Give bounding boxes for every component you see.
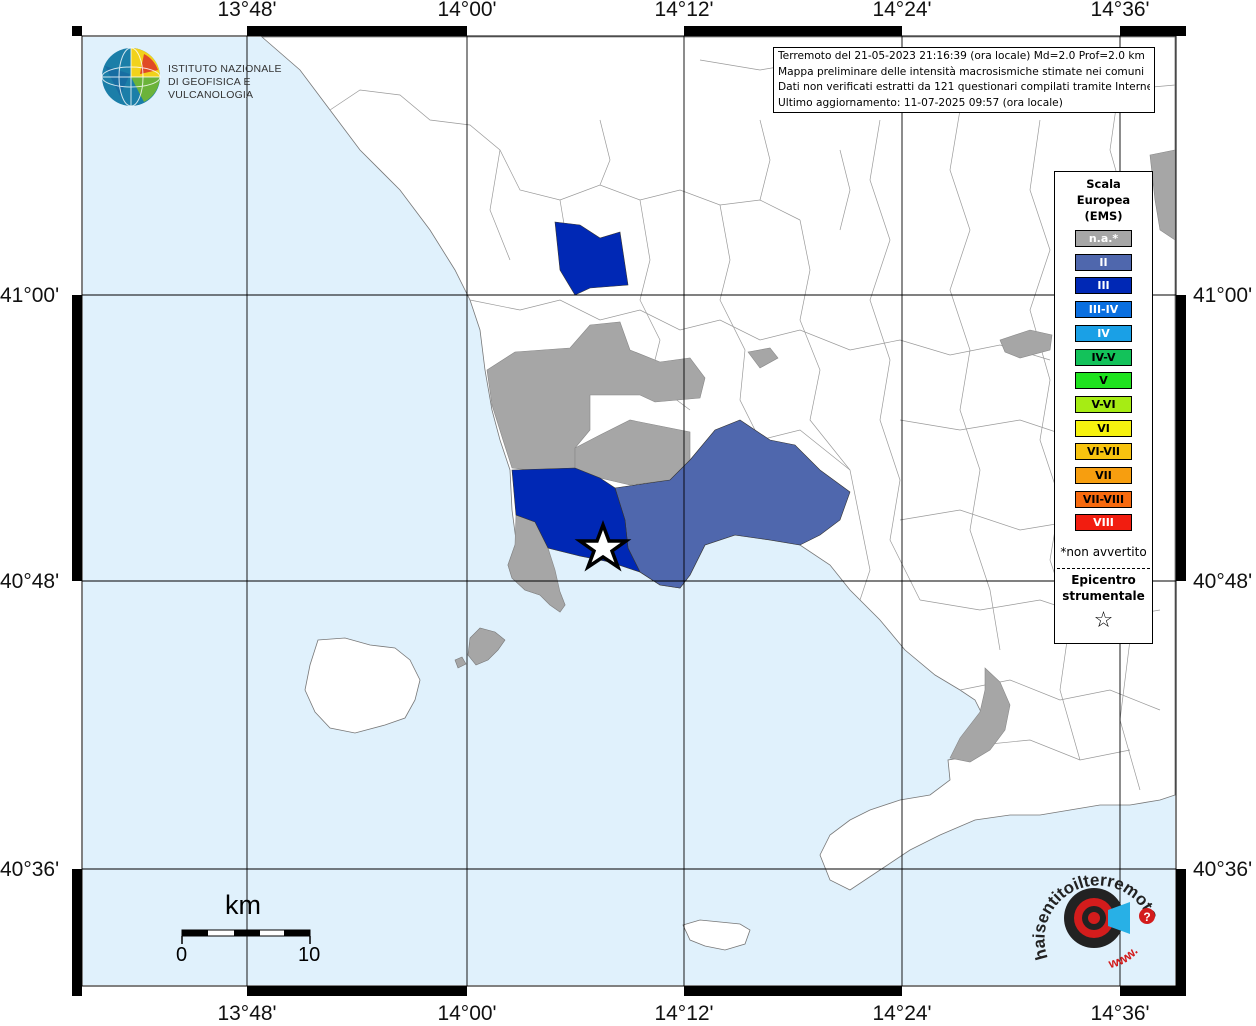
ingv-name: ISTITUTO NAZIONALE DI GEOFISICA E VULCAN… xyxy=(168,63,330,102)
legend-title-3: (EMS) xyxy=(1084,209,1123,223)
island-vivara xyxy=(454,656,467,669)
legend-swatch-v: V xyxy=(1075,372,1132,390)
scale-bar-graphic xyxy=(181,929,311,944)
epicenter-star xyxy=(574,520,632,572)
legend-swatch-ii: II xyxy=(1075,253,1132,271)
earthquake-info-box: Terremoto del 21-05-2023 21:16:39 (ora l… xyxy=(773,47,1155,113)
legend-swatch-n-a: n.a.* xyxy=(1075,230,1132,247)
hsit-question-mark: ? xyxy=(1143,910,1150,924)
island-procida xyxy=(467,627,506,666)
legend-swatch-iii: III xyxy=(1075,277,1132,295)
ingv-name-line2: DI GEOFISICA E VULCANOLOGIA xyxy=(168,76,254,101)
area-na-4 xyxy=(747,347,779,369)
legend-epicentro-2: strumentale xyxy=(1062,589,1145,603)
lat-label-left-3: 40°36' xyxy=(0,858,60,881)
scale-label-start: 0 xyxy=(176,944,188,966)
hsit-text-www: www. xyxy=(1106,944,1141,972)
lon-label-top-2: 14°00' xyxy=(437,0,497,21)
island-ischia xyxy=(304,637,421,734)
scale-label-end: 10 xyxy=(298,944,321,966)
lon-label-bottom-4: 14°24' xyxy=(872,1002,932,1025)
info-line-4: Ultimo aggiornamento: 11-07-2025 09:57 (… xyxy=(778,96,1063,109)
legend-swatch-vi: VI xyxy=(1075,419,1132,437)
island-capri xyxy=(682,919,751,951)
info-line-2: Mappa preliminare delle intensità macros… xyxy=(778,65,1145,78)
lon-label-bottom-1: 13°48' xyxy=(217,1002,277,1025)
legend-title-2: Europea xyxy=(1076,193,1131,207)
area-intensity-II xyxy=(614,419,851,589)
lon-label-top-1: 13°48' xyxy=(217,0,277,21)
ingv-name-line1: ISTITUTO NAZIONALE xyxy=(168,63,282,75)
area-na-7 xyxy=(949,667,1011,763)
legend-separator xyxy=(1057,568,1150,569)
scale-bar: km 0 10 xyxy=(176,888,336,968)
lon-label-top-4: 14°24' xyxy=(872,0,932,21)
legend-swatch-iv-v: IV-V xyxy=(1075,348,1132,366)
lat-label-right-3: 40°36' xyxy=(1193,858,1253,881)
legend-note: *non avvertito xyxy=(1060,545,1147,559)
legend-swatch-iv: IV xyxy=(1075,324,1132,342)
hsit-logo-icon: haisentitoilterremoto.it www. ? xyxy=(1030,860,1162,972)
lon-label-bottom-3: 14°12' xyxy=(654,1002,714,1025)
ems-legend: Scala Europea (EMS) n.a.* II III III-IV IV IV… xyxy=(1054,171,1153,644)
area-na-6 xyxy=(1149,149,1176,241)
area-na-1 xyxy=(486,321,706,471)
lat-label-left-2: 40°48' xyxy=(0,570,60,593)
ingv-logo: ISTITUTO NAZIONALE DI GEOFISICA E VULCAN… xyxy=(100,46,330,112)
legend-swatch-iii-iv: III-IV xyxy=(1075,301,1132,319)
lat-label-right-1: 41°00' xyxy=(1193,284,1253,307)
lon-label-top-3: 14°12' xyxy=(654,0,714,21)
legend-swatch-vii-viii: VII-VIII xyxy=(1075,490,1132,508)
info-line-3: Dati non verificati estratti da 121 ques… xyxy=(778,81,1150,93)
map-area xyxy=(82,36,1176,986)
legend-swatch-vii: VII xyxy=(1075,467,1132,484)
lon-label-top-5: 14°36' xyxy=(1090,0,1150,21)
legend-swatch-vi-vii: VI-VII xyxy=(1075,443,1132,461)
lat-label-left-1: 41°00' xyxy=(0,284,60,307)
legend-swatch-v-vi: V-VI xyxy=(1075,395,1132,413)
info-line-1: Terremoto del 21-05-2023 21:16:39 (ora l… xyxy=(778,50,1145,62)
legend-star-icon: ☆ xyxy=(1093,608,1114,633)
ingv-globe-icon xyxy=(101,47,161,107)
legend-swatch-viii: VIII xyxy=(1075,514,1132,532)
lon-label-bottom-5: 14°36' xyxy=(1090,1002,1150,1025)
area-na-5 xyxy=(999,329,1053,359)
legend-epicentro-1: Epicentro xyxy=(1071,573,1136,587)
area-intensity-III-north xyxy=(554,221,629,296)
lon-label-bottom-2: 14°00' xyxy=(437,1002,497,1025)
lat-label-right-2: 40°48' xyxy=(1193,570,1253,593)
scale-unit: km xyxy=(225,890,261,920)
area-na-3 xyxy=(507,514,566,613)
legend-title-1: Scala xyxy=(1086,177,1121,191)
